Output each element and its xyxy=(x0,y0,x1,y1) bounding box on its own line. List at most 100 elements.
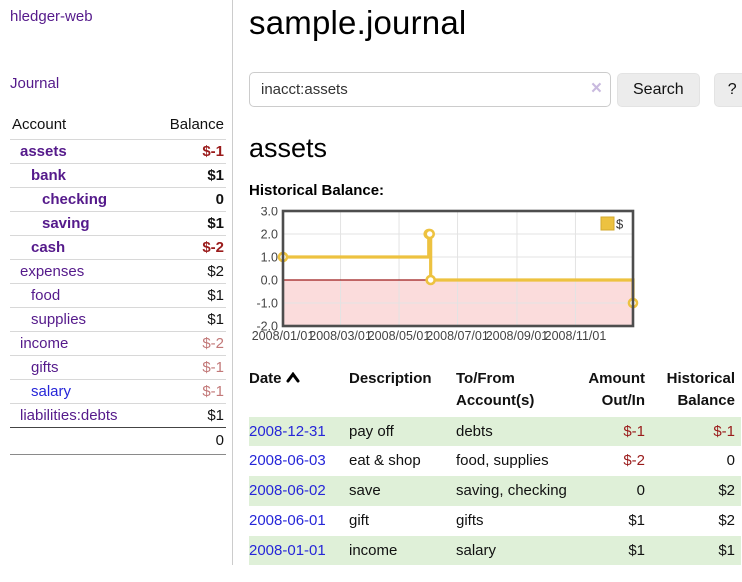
search-input[interactable] xyxy=(249,72,611,107)
account-balance: $-2 xyxy=(151,235,226,260)
x-tick-label: 2008/07/01 xyxy=(426,329,489,343)
account-link[interactable]: supplies xyxy=(31,311,87,328)
sidebar: hledger-web Journal Account Balance asse… xyxy=(0,0,233,566)
chart-legend: $ xyxy=(600,216,624,232)
transaction-date-link[interactable]: 2008-06-01 xyxy=(249,511,326,529)
legend-swatch xyxy=(600,216,615,231)
account-row: saving $1 xyxy=(10,211,226,236)
accounts-total-row: 0 xyxy=(10,427,226,455)
header-description: Description xyxy=(349,370,432,387)
account-link[interactable]: salary xyxy=(31,383,72,400)
transaction-description: eat & shop xyxy=(349,452,421,470)
transaction-date-link[interactable]: 2008-12-31 xyxy=(249,422,326,440)
transaction-balance: $2 xyxy=(718,482,735,499)
search-button[interactable]: Search xyxy=(617,72,700,107)
account-balance: $1 xyxy=(151,403,226,428)
transaction-accounts: salary xyxy=(456,541,497,559)
y-tick-label: -2.0 xyxy=(256,320,278,334)
transaction-row: 2008-06-01 gift gifts $1 $2 xyxy=(249,506,741,536)
y-tick-label: 1.0 xyxy=(261,251,278,265)
app-title-link[interactable]: hledger-web xyxy=(10,8,93,25)
accounts-tbody: assets $-1 bank $1 checking 0 saving $1 cash $-2 e… xyxy=(10,139,226,428)
account-balance: $-1 xyxy=(151,379,226,404)
account-link[interactable]: bank xyxy=(31,167,67,184)
transaction-accounts: gifts xyxy=(456,511,484,529)
header-amount: Amount Out/In xyxy=(588,370,645,409)
header-date[interactable]: Date xyxy=(249,365,349,417)
sidebar-item-journal[interactable]: Journal xyxy=(10,75,60,92)
accounts-total-balance: 0 xyxy=(151,427,226,455)
account-balance: $-2 xyxy=(151,331,226,356)
page: hledger-web Journal Account Balance asse… xyxy=(0,0,742,566)
account-link[interactable]: saving xyxy=(42,215,90,232)
account-balance: $-1 xyxy=(151,355,226,380)
page-title: sample.journal xyxy=(249,4,467,41)
account-link[interactable]: cash xyxy=(31,239,66,256)
search-form: × Search ? xyxy=(249,72,742,107)
data-point xyxy=(424,228,436,240)
plot-border xyxy=(281,209,635,328)
historical-balance-chart: $3.0 2.0 1.0 0.0 -1.0 -2.0 2008/01/01 2008/03/0… xyxy=(249,205,742,351)
clear-search-icon[interactable]: × xyxy=(590,78,602,99)
transactions-tbody: 2008-12-31 pay off debts $-1 $-1 2008-06-03 ea… xyxy=(249,416,741,566)
transactions-table: Date Description To/From Account(s) Amou… xyxy=(249,365,741,566)
account-balance: $1 xyxy=(151,163,226,188)
transaction-accounts: food, supplies xyxy=(456,452,549,470)
transaction-date-link[interactable]: 2008-06-03 xyxy=(249,452,326,470)
transaction-description: pay off xyxy=(349,422,394,440)
header-balance: Historical Balance xyxy=(666,370,735,409)
transaction-row: 2008-06-02 save saving, checking 0 $2 xyxy=(249,476,741,506)
transaction-amount: $1 xyxy=(628,541,645,559)
transaction-amount: 0 xyxy=(636,482,645,499)
transaction-amount: $-1 xyxy=(623,422,645,440)
y-tick-label: 2.0 xyxy=(261,228,278,242)
account-link[interactable]: food xyxy=(31,287,61,304)
account-balance: $1 xyxy=(151,211,226,236)
transaction-amount: $-2 xyxy=(623,452,645,470)
chart-canvas: $3.0 2.0 1.0 0.0 -1.0 -2.02008/01/012008/03/0… xyxy=(252,205,639,343)
x-tick-label: 2008/05/01 xyxy=(368,329,431,343)
account-link[interactable]: liabilities:debts xyxy=(20,407,118,424)
transaction-row: 2008-01-01 income salary $1 $1 xyxy=(249,535,741,566)
transaction-accounts: saving, checking xyxy=(456,482,567,499)
account-row: assets $-1 xyxy=(10,139,226,164)
transaction-date-link[interactable]: 2008-06-02 xyxy=(249,482,326,499)
accounts-header-balance: Balance xyxy=(169,116,224,133)
transactions-header-row: Date Description To/From Account(s) Amou… xyxy=(249,365,741,417)
legend-label: $ xyxy=(616,217,624,232)
x-tick-label: 2008/03/01 xyxy=(309,329,372,343)
account-link[interactable]: expenses xyxy=(20,263,85,280)
transaction-balance: $1 xyxy=(718,541,735,559)
header-accounts: To/From Account(s) xyxy=(456,370,535,409)
x-tick-label: 2008/09/01 xyxy=(486,329,549,343)
y-tick-label: -1.0 xyxy=(256,297,278,311)
account-balance: $2 xyxy=(151,259,226,284)
transaction-description: income xyxy=(349,541,398,559)
account-link[interactable]: assets xyxy=(20,143,67,160)
y-tick-label: 0.0 xyxy=(261,274,278,288)
account-row: salary $-1 xyxy=(10,379,226,404)
data-point xyxy=(425,274,436,286)
account-row: gifts $-1 xyxy=(10,355,226,380)
accounts-header-account: Account xyxy=(12,116,67,133)
transaction-amount: $1 xyxy=(628,511,645,529)
account-row: bank $1 xyxy=(10,163,226,188)
x-tick-label: 2008/11/01 xyxy=(545,329,607,343)
account-row: checking 0 xyxy=(10,187,226,212)
account-link[interactable]: gifts xyxy=(31,359,59,376)
account-balance: 0 xyxy=(151,187,226,212)
accounts-table: Account Balance assets $-1 bank $1 checking 0… xyxy=(10,112,226,455)
account-row: income $-2 xyxy=(10,331,226,356)
help-button[interactable]: ? xyxy=(713,72,742,107)
account-link[interactable]: checking xyxy=(42,191,108,208)
transaction-balance: $2 xyxy=(718,511,735,529)
transaction-date-link[interactable]: 2008-01-01 xyxy=(249,541,326,559)
main-content: sample.journal × Search ? assets Histori… xyxy=(233,0,742,566)
transaction-balance: 0 xyxy=(726,452,735,470)
y-tick-label: 3.0 xyxy=(261,207,278,219)
search-input-wrap: × xyxy=(249,72,611,107)
account-link[interactable]: income xyxy=(20,335,69,352)
account-row: liabilities:debts $1 xyxy=(10,403,226,428)
transaction-description: save xyxy=(349,482,381,499)
sort-ascending-icon xyxy=(286,368,300,390)
